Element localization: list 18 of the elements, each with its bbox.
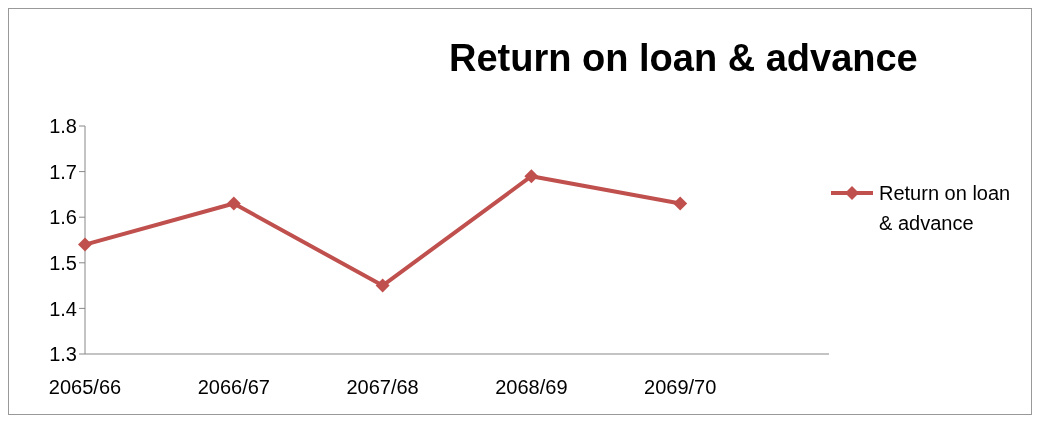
legend-label: Return on loan & advance	[879, 181, 1012, 236]
x-tick-label: 2069/70	[644, 376, 717, 399]
point	[78, 237, 92, 252]
y-tick-label: 1.6	[49, 206, 77, 229]
x-tick-label: 2067/68	[346, 376, 419, 399]
y-tick-label: 1.4	[49, 297, 77, 320]
y-tick-label: 1.8	[49, 115, 77, 138]
y-tick-label: 1.5	[49, 251, 77, 274]
chart-title: Return on loan & advance	[449, 37, 918, 80]
x-tick-label: 2068/69	[495, 376, 568, 399]
y-tick-label: 1.3	[49, 343, 77, 366]
y-tick-label: 1.7	[49, 160, 77, 183]
point	[673, 196, 688, 211]
x-tick-label: 2065/66	[48, 376, 122, 399]
point	[226, 196, 241, 211]
point	[375, 278, 390, 293]
x-tick-label: 2066/67	[197, 376, 270, 399]
point	[524, 169, 539, 184]
